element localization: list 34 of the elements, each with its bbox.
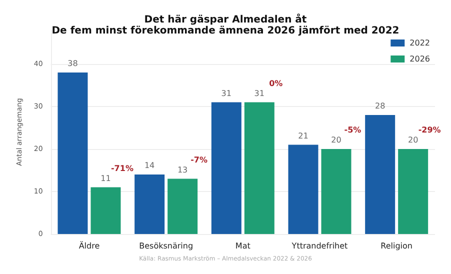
bar <box>90 187 121 234</box>
bar <box>365 115 396 234</box>
bar <box>288 144 318 234</box>
bar <box>244 102 274 234</box>
chart-title: Det här gäspar Almedalen åt <box>144 14 307 26</box>
data-label: 11 <box>100 174 111 183</box>
annotation: -5% <box>344 126 362 134</box>
annotation: 0% <box>269 78 283 88</box>
x-tick-label: Religion <box>380 242 413 250</box>
legend-label: 2026 <box>410 54 430 64</box>
bar <box>398 149 428 234</box>
data-label: 28 <box>374 102 386 110</box>
bar <box>134 174 165 234</box>
x-tick-label: Besöksnäring <box>139 242 194 250</box>
data-label: 38 <box>68 59 78 68</box>
bar <box>58 72 88 234</box>
annotation: -29% <box>418 126 441 134</box>
data-label: 20 <box>331 136 342 144</box>
data-label: 31 <box>254 88 264 98</box>
x-tick-label: Äldre <box>78 240 100 250</box>
data-label: 31 <box>221 88 232 98</box>
bar <box>321 149 352 234</box>
annotation: -7% <box>190 155 208 164</box>
x-tick-label: Mat <box>235 242 250 250</box>
data-label: 13 <box>177 165 188 174</box>
chart-subtitle: De fem minst förekommande ämnena 2026 jämfört med 2022 <box>52 26 400 36</box>
bar <box>211 102 242 234</box>
bar <box>168 178 198 234</box>
x-tick-label: Yttrandefrihet <box>290 242 348 250</box>
annotation: -71% <box>110 164 134 173</box>
data-label: 21 <box>298 131 308 140</box>
legend-label: 2022 <box>410 38 430 48</box>
data-label: 14 <box>144 161 155 170</box>
data-label: 20 <box>408 136 418 144</box>
